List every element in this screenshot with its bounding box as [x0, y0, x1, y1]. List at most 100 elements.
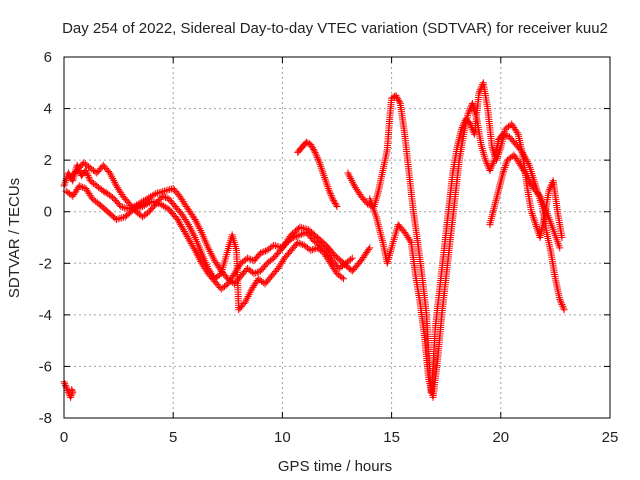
data-point-track-a: [166, 186, 174, 194]
data-point-track-c: [340, 275, 348, 283]
x-tick-label: 10: [274, 429, 291, 446]
data-point-track-b: [298, 224, 306, 232]
data-point-track-a: [308, 235, 316, 243]
data-point-track-g: [67, 393, 75, 401]
x-tick-label: 25: [602, 429, 619, 446]
data-point-track-a: [101, 188, 109, 196]
data-point-track-b: [119, 213, 127, 221]
data-point-track-c: [295, 239, 303, 247]
data-point-track-b: [137, 203, 145, 211]
data-point-track-f: [501, 131, 509, 139]
data-point-track-a: [83, 170, 91, 178]
y-tick-label: -8: [39, 410, 52, 427]
data-point-track-a: [252, 269, 260, 277]
data-point-track-f: [488, 161, 496, 169]
data-point-track-d: [302, 138, 310, 146]
data-point-track-f: [559, 302, 567, 310]
data-point-track-b: [77, 183, 85, 191]
data-point-track-b: [135, 204, 143, 212]
data-point-track-b: [190, 245, 198, 253]
data-point-track-f: [499, 130, 507, 138]
data-point-track-f: [486, 166, 494, 174]
data-point-track-d: [327, 191, 335, 199]
x-tick-label: 0: [60, 429, 68, 446]
data-point-track-d: [333, 203, 341, 211]
data-point-track-b: [248, 256, 256, 264]
data-point-track-c: [312, 244, 320, 252]
data-point-track-d: [309, 144, 317, 152]
data-point-track-f: [490, 158, 498, 166]
data-point-track-a: [294, 232, 302, 240]
data-point-track-c: [183, 219, 191, 227]
data-point-track-f: [465, 106, 473, 114]
data-point-track-c: [131, 206, 139, 214]
data-point-track-c: [308, 246, 316, 254]
data-point-track-d: [328, 193, 336, 201]
data-point-track-d: [313, 154, 321, 162]
data-point-track-g: [67, 392, 75, 400]
data-point-track-e: [392, 92, 400, 100]
data-point-track-a: [167, 185, 175, 193]
data-point-track-b: [365, 245, 373, 253]
data-point-track-b: [270, 241, 278, 249]
data-point-track-b: [296, 223, 304, 231]
x-tick-label: 5: [169, 429, 177, 446]
data-point-track-a: [347, 255, 355, 263]
data-point-track-d: [314, 155, 322, 163]
data-point-track-d: [329, 195, 337, 203]
data-point-track-b: [303, 225, 311, 233]
plot-frame: [63, 56, 611, 419]
data-point-track-b: [114, 215, 122, 223]
data-point-track-d: [307, 141, 315, 149]
data-point-track-c: [160, 193, 168, 201]
data-point-track-c: [144, 209, 152, 217]
data-point-track-a: [160, 187, 168, 195]
data-point-track-b: [273, 242, 281, 250]
data-point-track-f: [464, 110, 472, 118]
data-point-track-a: [298, 230, 306, 238]
data-point-track-a: [262, 261, 270, 269]
data-point-track-a: [84, 172, 92, 180]
data-point-track-f: [557, 299, 565, 307]
data-point-track-b: [245, 255, 253, 263]
data-point-track-a: [162, 187, 170, 195]
data-point-track-e: [394, 95, 402, 103]
data-point-track-e: [395, 96, 403, 104]
data-point-track-b: [275, 243, 283, 251]
data-point-track-a: [117, 203, 125, 211]
data-point-track-a: [348, 254, 356, 262]
data-point-track-d: [331, 199, 339, 207]
data-point-track-d: [332, 201, 340, 209]
data-point-track-f: [556, 297, 564, 305]
data-point-track-d: [308, 142, 316, 150]
data-point-track-d: [330, 198, 338, 206]
data-point-track-b: [147, 197, 155, 205]
data-point-track-f: [487, 165, 495, 173]
data-point-track-a: [119, 203, 127, 211]
data-point-track-a: [296, 231, 304, 239]
data-point-track-b: [258, 248, 266, 256]
data-point-track-a: [253, 268, 261, 276]
data-point-track-b: [116, 214, 124, 222]
data-point-track-f: [482, 156, 490, 164]
data-point-track-f: [558, 301, 566, 309]
y-tick-label: -6: [39, 358, 52, 375]
data-point-track-f: [559, 304, 567, 312]
data-point-track-d: [304, 139, 312, 147]
data-point-track-e: [395, 98, 403, 106]
data-point-track-g: [68, 387, 76, 395]
data-point-track-e: [364, 200, 372, 208]
data-point-track-a: [153, 189, 161, 197]
data-point-track-g: [61, 380, 69, 388]
data-point-track-c: [297, 240, 305, 248]
data-point-track-a: [120, 204, 128, 212]
data-point-track-f: [556, 295, 564, 303]
data-point-track-a: [293, 232, 301, 240]
y-tick-label: 6: [44, 49, 52, 66]
x-tick-label: 15: [383, 429, 400, 446]
data-point-track-d: [310, 147, 318, 155]
data-point-track-a: [152, 190, 160, 198]
data-points: [60, 79, 568, 401]
axis-ticks: 0 5 10 15 20 25 -8 -6 -4 -2 0 2 4 6: [39, 49, 619, 446]
